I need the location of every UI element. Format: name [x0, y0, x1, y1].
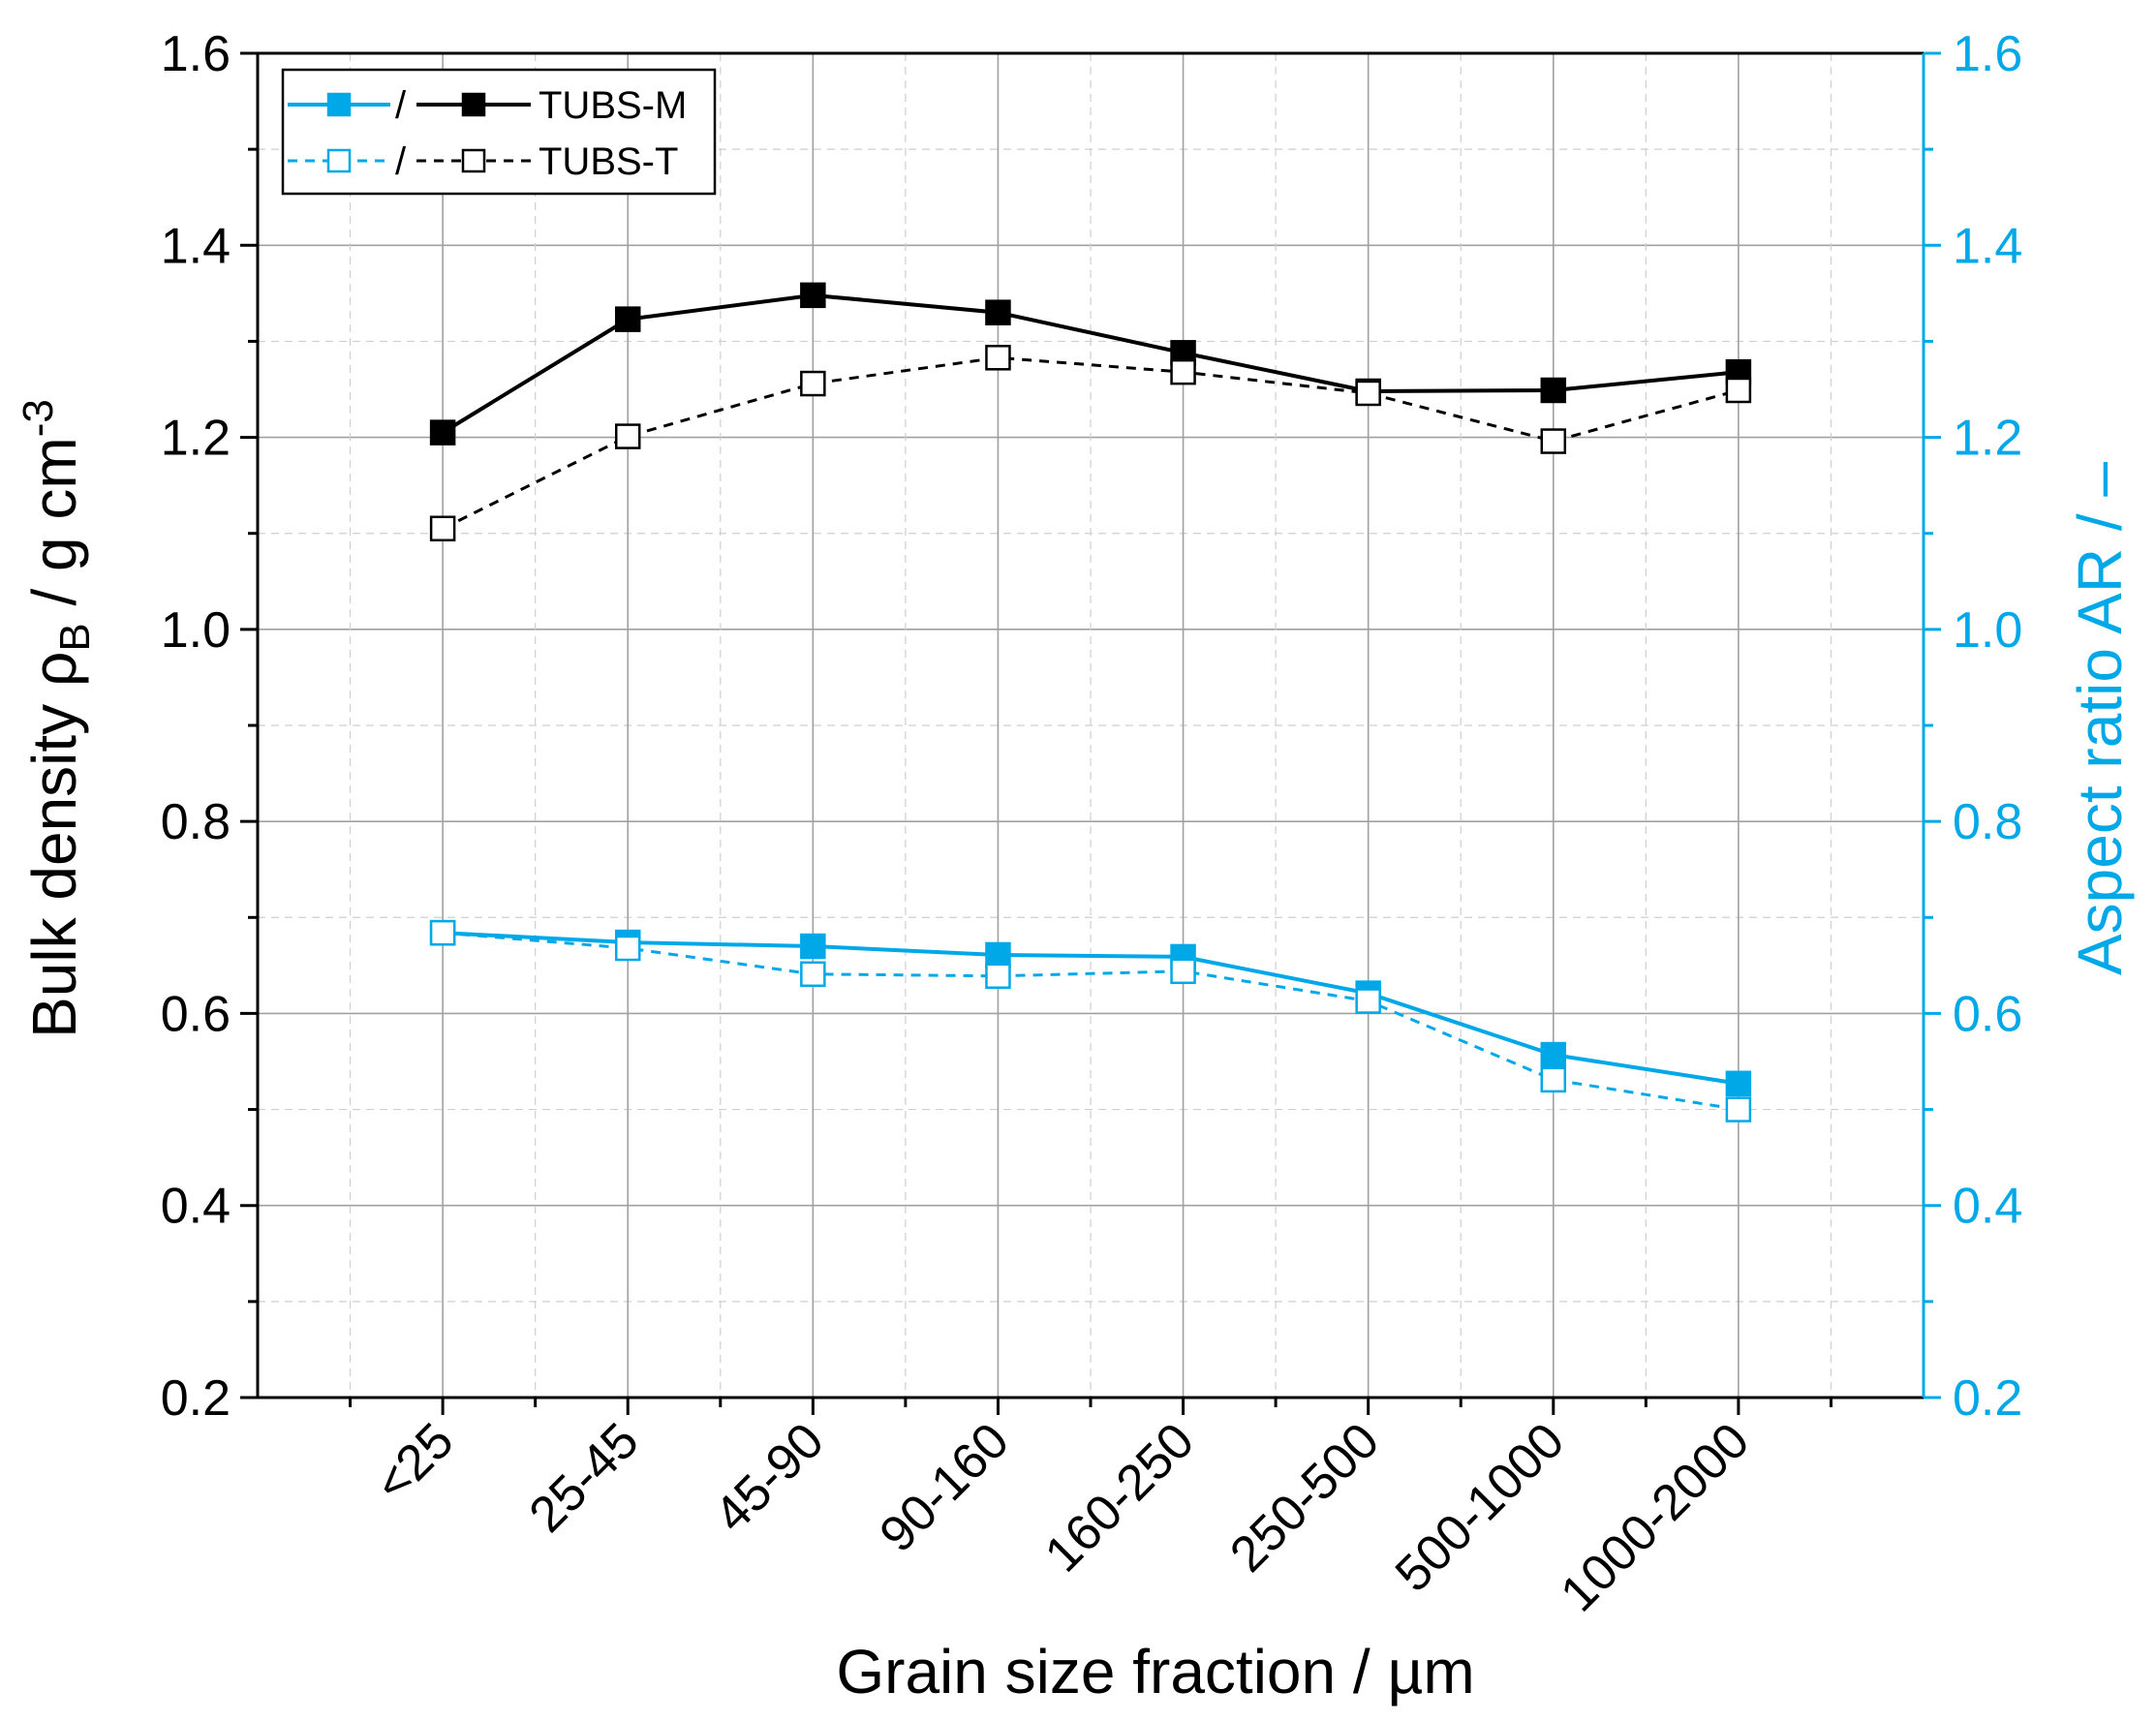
data-point: [614, 306, 641, 332]
series-line: [442, 292, 1740, 435]
legend-density-marker-t: [461, 148, 486, 173]
x-tick-label: 1000-2000: [1551, 1412, 1761, 1622]
series-3: [429, 919, 1752, 1122]
series-line: [443, 931, 1740, 1086]
legend-label-tubs-t: TUBS-T: [539, 140, 678, 183]
legend-separator-m: /: [395, 84, 407, 127]
series-line: [442, 931, 1740, 1112]
legend-separator-t: /: [395, 140, 407, 183]
data-point: [1540, 1066, 1567, 1093]
left-axis-title-unit: / g cm: [19, 437, 89, 623]
left-axis-title-superscript: -3: [15, 399, 62, 437]
data-point: [1355, 988, 1381, 1014]
data-point: [1725, 1096, 1752, 1122]
legend: / TUBS-M / TUBS-T: [281, 68, 717, 196]
left-axis-title: Bulk density ρB / g cm-3: [15, 399, 99, 1038]
grid: [258, 53, 1924, 1398]
data-point: [985, 299, 1011, 325]
data-point: [1725, 1070, 1752, 1097]
right-tick-label: 0.4: [1953, 1179, 2022, 1235]
left-tick-label: 1.2: [161, 411, 231, 467]
left-axis-title-subscript: B: [51, 623, 99, 651]
right-axis-ticks: 0.2 0.4 0.6 0.8 1.0 1.2 1.4 1.6: [1924, 26, 2022, 1427]
x-tick-label: 45-90: [704, 1412, 835, 1543]
x-tick-label: 90-160: [869, 1412, 1020, 1563]
right-tick-label: 1.6: [1953, 26, 2022, 82]
data-point: [1725, 377, 1752, 404]
series-layer: [429, 282, 1752, 1122]
left-tick-label: 0.6: [161, 986, 231, 1042]
series-2: [429, 919, 1752, 1097]
data-point: [1170, 358, 1196, 385]
x-axis-title: Grain size fraction / µm: [836, 1637, 1474, 1707]
left-axis-title-main: Bulk density ρ: [19, 652, 89, 1038]
left-tick-label: 0.8: [161, 794, 231, 850]
series-line: [442, 355, 1740, 531]
x-axis-ticks: <25 25-45 45-90 90-160 160-250 250-500500-100…: [349, 1398, 1833, 1622]
right-tick-label: 1.0: [1953, 602, 2022, 659]
data-point: [800, 933, 826, 960]
x-tick-label: 500-1000: [1385, 1412, 1575, 1602]
data-point: [985, 941, 1011, 969]
data-point: [1170, 958, 1196, 985]
data-point: [1540, 377, 1567, 404]
data-point: [800, 282, 826, 309]
data-point: [800, 961, 826, 988]
right-tick-label: 1.2: [1953, 411, 2022, 467]
right-tick-label: 0.6: [1953, 986, 2022, 1042]
legend-density-marker-m: [461, 92, 486, 117]
data-point: [614, 423, 641, 449]
data-point: [985, 345, 1011, 371]
x-tick-label: 250-500: [1219, 1412, 1390, 1583]
legend-box: [281, 68, 717, 196]
left-tick-label: 0.2: [161, 1370, 231, 1427]
data-point: [1540, 1041, 1567, 1068]
data-point: [429, 419, 456, 446]
right-tick-label: 1.4: [1953, 218, 2022, 274]
data-point: [1540, 428, 1567, 454]
data-point: [800, 370, 826, 397]
series-1: [429, 345, 1752, 542]
data-point: [1355, 380, 1381, 407]
legend-aspect-marker-m: [326, 92, 352, 117]
x-tick-label: 160-250: [1034, 1412, 1205, 1583]
left-tick-label: 1.6: [161, 26, 231, 82]
right-tick-label: 0.8: [1953, 794, 2022, 850]
legend-aspect-marker-t: [326, 148, 352, 173]
data-point: [429, 919, 456, 946]
data-point: [429, 515, 456, 542]
legend-label-tubs-m: TUBS-M: [539, 84, 687, 127]
data-point: [985, 963, 1011, 990]
right-axis-title: Aspect ratio AR / –: [2065, 462, 2135, 975]
x-tick-label: 25-45: [519, 1412, 650, 1543]
left-tick-label: 0.4: [161, 1179, 231, 1235]
legend-entry-tubs-t: / TUBS-T: [288, 140, 678, 183]
left-axis-ticks: 0.2 0.4 0.6 0.8 1.0 1.2 1.4 1.6: [161, 26, 258, 1427]
left-tick-label: 1.0: [161, 602, 231, 659]
right-tick-label: 0.2: [1953, 1370, 2022, 1427]
left-tick-label: 1.4: [161, 218, 231, 274]
legend-entry-tubs-m: / TUBS-M: [288, 84, 687, 127]
data-point: [614, 935, 641, 962]
x-tick-label: <25: [364, 1412, 464, 1512]
